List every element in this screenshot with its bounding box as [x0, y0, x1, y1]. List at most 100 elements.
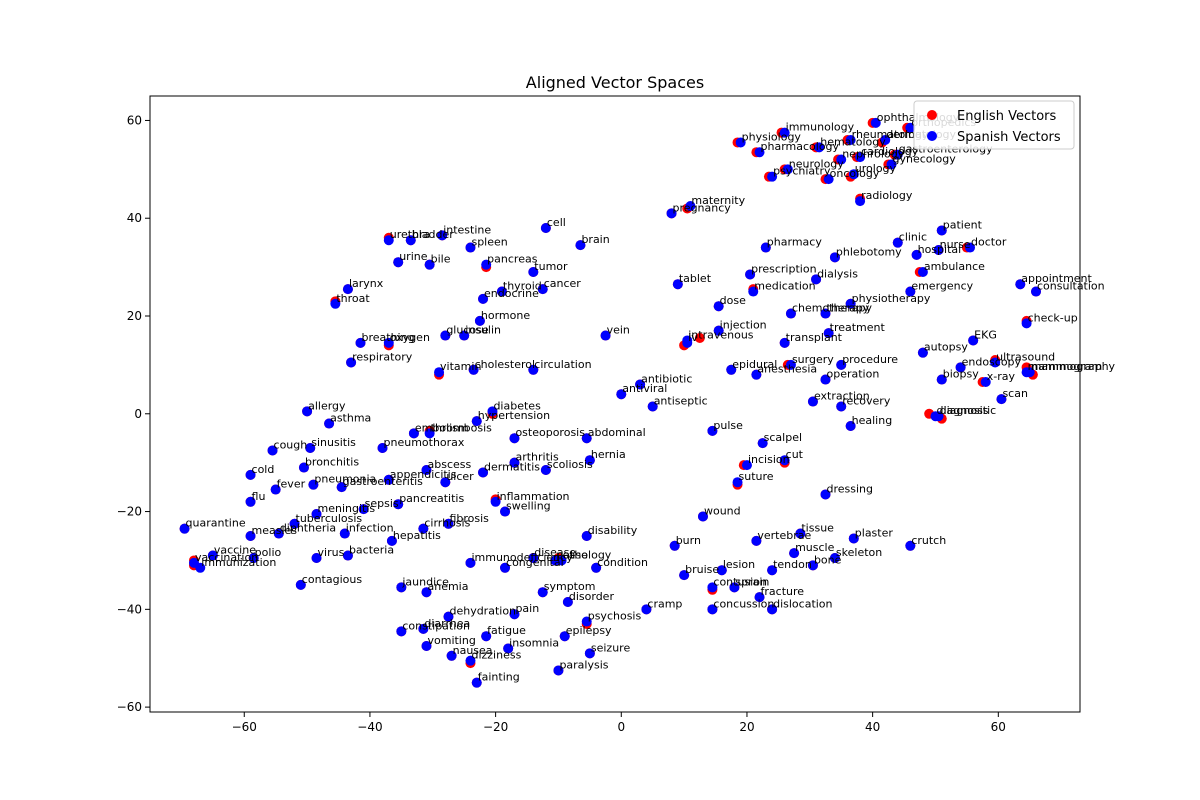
- word-label: EKG: [974, 328, 997, 341]
- word-label: sprain: [735, 575, 769, 588]
- word-label: pharmacology: [761, 140, 840, 153]
- spanish-point: [421, 587, 432, 598]
- spanish-point: [911, 249, 922, 260]
- word-label: vein: [607, 324, 630, 337]
- spanish-point: [468, 364, 479, 375]
- y-tick-label: −60: [117, 700, 142, 714]
- word-label: bruise: [685, 563, 719, 576]
- spanish-point: [553, 665, 564, 676]
- spanish-point: [735, 137, 746, 148]
- spanish-point: [270, 484, 281, 495]
- word-label: wound: [704, 504, 741, 517]
- spanish-point: [965, 242, 976, 253]
- word-label: muscle: [795, 541, 835, 554]
- word-label: cold: [252, 463, 275, 476]
- word-label: symptom: [544, 580, 596, 593]
- spanish-point: [267, 445, 278, 456]
- word-label: gastroenteritis: [343, 475, 424, 488]
- word-label: incision: [748, 453, 790, 466]
- spanish-point: [829, 252, 840, 263]
- word-label: pregnancy: [673, 201, 732, 214]
- word-label: antiseptic: [654, 394, 708, 407]
- word-label: urine: [399, 250, 428, 263]
- x-tick-label: 40: [865, 720, 880, 734]
- word-label: epilepsy: [566, 624, 612, 637]
- spanish-point: [305, 443, 316, 453]
- word-label: abdominal: [588, 426, 646, 439]
- spanish-point: [807, 396, 818, 407]
- word-label: constipation: [402, 619, 470, 632]
- word-label: ambulance: [924, 260, 985, 273]
- word-label: chemotherapy: [792, 302, 873, 315]
- spanish-point: [496, 286, 507, 297]
- word-label: oncology: [830, 167, 880, 180]
- word-label: breathing: [362, 331, 415, 344]
- spanish-point: [836, 401, 847, 412]
- word-label: cell: [547, 216, 566, 229]
- word-label: meningitis: [318, 502, 376, 515]
- spanish-point: [443, 518, 454, 529]
- word-label: cramp: [647, 597, 682, 610]
- word-label: suture: [739, 470, 774, 483]
- word-label: iv: [688, 331, 698, 344]
- y-tick-label: −40: [117, 602, 142, 616]
- spanish-point: [672, 279, 683, 290]
- word-label: psychosis: [588, 610, 642, 623]
- word-label: burn: [676, 534, 701, 547]
- word-label: anesthesia: [757, 363, 817, 376]
- spanish-point: [779, 455, 790, 466]
- spanish-point: [807, 560, 818, 571]
- spanish-point: [386, 535, 397, 546]
- spanish-point: [500, 562, 511, 573]
- word-label: vaccination: [195, 551, 258, 564]
- spanish-point: [751, 369, 762, 380]
- spanish-point: [474, 315, 485, 326]
- spanish-point: [823, 174, 834, 185]
- spanish-point: [707, 604, 718, 615]
- word-label: autopsy: [924, 341, 968, 354]
- word-label: abscess: [427, 458, 471, 471]
- spanish-point: [785, 359, 796, 370]
- spanish-point: [905, 122, 916, 133]
- word-label: larynx: [349, 277, 384, 290]
- word-label: radiology: [861, 189, 913, 202]
- word-label: antibiotic: [641, 372, 692, 385]
- word-label: disorder: [569, 590, 615, 603]
- word-label: insomnia: [509, 636, 559, 649]
- spanish-point: [616, 389, 627, 400]
- spanish-point: [647, 401, 658, 412]
- word-label: psychiatry: [773, 165, 831, 178]
- word-label: jaundice: [401, 575, 449, 588]
- word-label: rheumatology: [852, 128, 929, 141]
- word-label: immunization: [201, 556, 276, 569]
- spanish-point: [500, 506, 511, 517]
- word-label: healing: [852, 414, 893, 427]
- spanish-point: [754, 592, 765, 603]
- spanish-point: [421, 465, 432, 475]
- spanish-point: [848, 169, 859, 180]
- word-label: vertebrae: [757, 529, 811, 542]
- word-label: dialysis: [817, 267, 858, 280]
- spanish-point: [528, 364, 539, 375]
- spanish-point: [478, 293, 489, 304]
- spanish-point: [795, 528, 806, 539]
- english-point: [694, 333, 705, 343]
- spanish-point: [679, 570, 690, 581]
- word-label: vaccine: [214, 544, 256, 557]
- spanish-point: [600, 330, 611, 341]
- word-label: treatment: [830, 321, 886, 334]
- legend-marker: [927, 131, 937, 141]
- word-label: nephrology: [842, 148, 904, 161]
- spanish-point: [745, 269, 756, 280]
- word-label: disability: [588, 524, 638, 537]
- spanish-point: [393, 499, 404, 510]
- word-label: pneumothorax: [384, 436, 465, 449]
- spanish-point: [396, 626, 407, 637]
- spanish-point: [336, 482, 347, 493]
- word-label: inflammation: [497, 490, 570, 503]
- word-label: tumor: [534, 260, 568, 273]
- word-label: dose: [720, 294, 746, 307]
- spanish-point: [289, 518, 300, 529]
- word-label: hematology: [820, 135, 886, 148]
